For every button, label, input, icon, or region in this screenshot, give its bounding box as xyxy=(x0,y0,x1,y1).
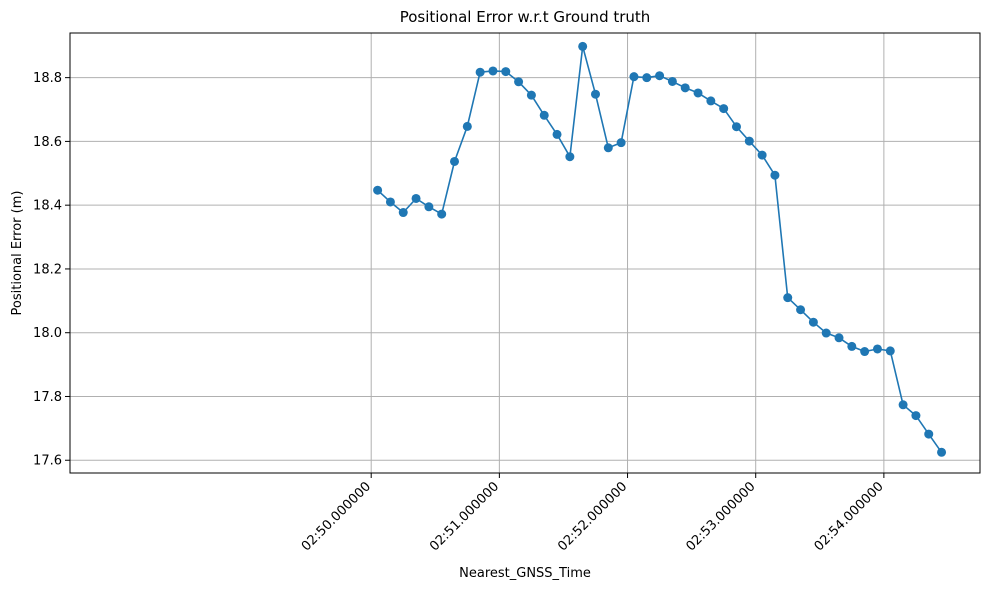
data-point xyxy=(629,72,639,82)
data-point xyxy=(488,66,498,76)
data-point xyxy=(719,104,729,114)
data-point xyxy=(437,209,447,219)
plot-frame xyxy=(69,32,981,474)
data-point xyxy=(808,317,818,327)
data-point xyxy=(706,96,716,106)
data-point xyxy=(911,411,921,421)
data-point xyxy=(667,76,677,86)
series-positional-error xyxy=(373,41,947,457)
data-point xyxy=(796,305,806,315)
data-point xyxy=(462,121,472,131)
data-point xyxy=(411,193,421,203)
data-point xyxy=(783,293,793,303)
data-point xyxy=(655,71,665,81)
data-point xyxy=(770,170,780,180)
data-point xyxy=(539,110,549,120)
data-point xyxy=(450,156,460,166)
data-point xyxy=(680,83,690,93)
data-point xyxy=(885,346,895,356)
data-point xyxy=(565,152,575,162)
data-point xyxy=(757,150,767,160)
data-point xyxy=(526,90,536,100)
data-point xyxy=(578,41,588,51)
data-point xyxy=(603,143,613,153)
y-tick-label: 18.0 xyxy=(33,326,62,341)
data-point xyxy=(424,202,434,212)
data-point xyxy=(373,185,383,195)
data-point xyxy=(937,447,947,457)
y-tick-label: 18.8 xyxy=(33,71,62,86)
data-point xyxy=(693,88,703,98)
data-point xyxy=(924,429,934,439)
y-tick-label: 17.8 xyxy=(33,390,62,405)
data-point xyxy=(834,333,844,343)
data-point xyxy=(642,73,652,83)
y-axis-ticks: 17.6 17.8 18.0 18.2 18.4 18.6 18.8 xyxy=(33,71,70,469)
data-point xyxy=(898,400,908,410)
data-point xyxy=(475,67,485,77)
y-tick-label: 17.6 xyxy=(33,454,62,469)
data-point xyxy=(872,344,882,354)
data-point xyxy=(847,341,857,351)
data-point xyxy=(514,77,524,87)
data-point xyxy=(860,347,870,357)
y-axis-label: Positional Error (m) xyxy=(10,191,25,316)
chart-title: Positional Error w.r.t Ground truth xyxy=(400,8,651,26)
data-point xyxy=(552,129,562,139)
data-point xyxy=(616,138,626,148)
y-tick-label: 18.2 xyxy=(33,262,62,277)
data-point xyxy=(385,197,395,207)
x-axis-label: Nearest_GNSS_Time xyxy=(459,566,591,581)
y-tick-label: 18.4 xyxy=(33,199,62,214)
data-point xyxy=(731,122,741,132)
y-tick-label: 18.6 xyxy=(33,135,62,150)
data-point xyxy=(744,136,754,146)
data-point xyxy=(501,67,511,77)
data-point xyxy=(398,208,408,218)
data-point xyxy=(590,89,600,99)
data-point xyxy=(821,328,831,338)
